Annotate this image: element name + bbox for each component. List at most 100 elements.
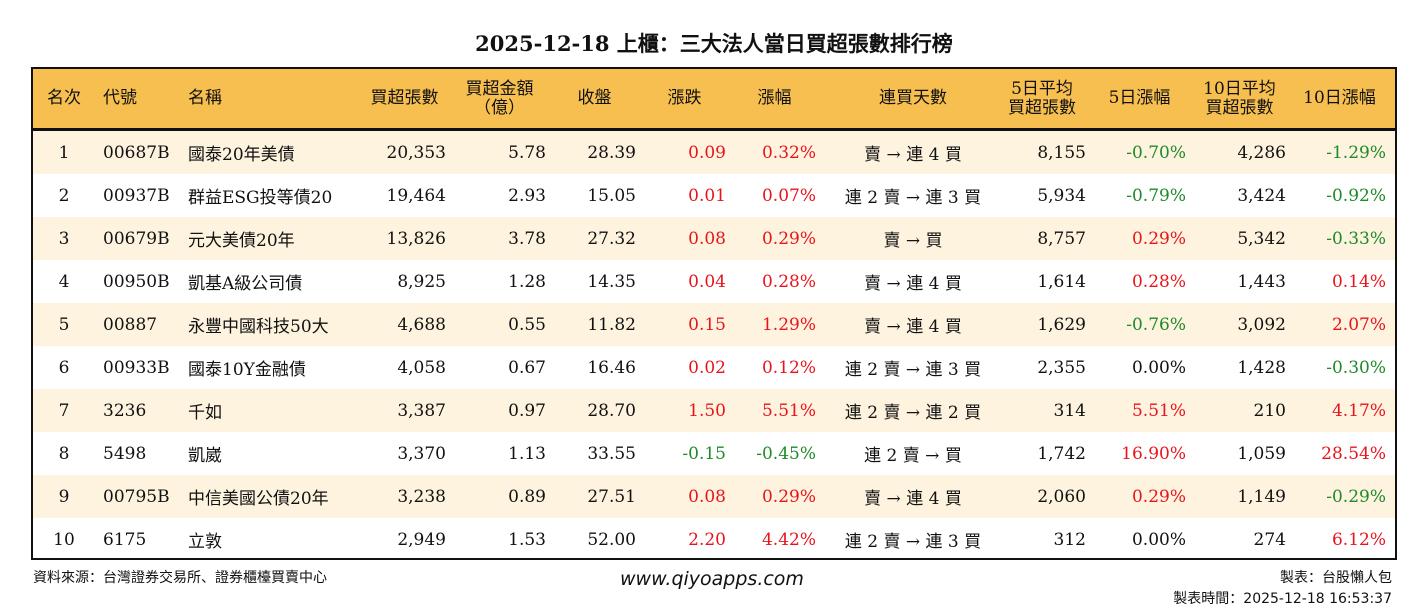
cell-code: 00795B (103, 486, 170, 507)
header-pct5: 5日漲幅 (1108, 88, 1171, 108)
cell-avg10-net-buy: 5,342 (1237, 228, 1286, 249)
cell-code: 00950B (103, 271, 170, 292)
cell-net-buy-amount: 1.53 (508, 529, 546, 550)
table-row: 6 00933B 國泰10Y金融債 4,058 0.67 16.46 0.02 0.12% 連 … (33, 346, 1395, 389)
cell-change-pct: 1.29% (761, 314, 816, 335)
cell-avg10-net-buy: 1,059 (1237, 443, 1286, 464)
cell-change: 1.50 (688, 400, 726, 421)
cell-avg5-net-buy: 1,742 (1037, 443, 1086, 464)
table-row: 9 00795B 中信美國公債20年 3,238 0.89 27.51 0.08 0.29% 賣… (33, 475, 1395, 518)
cell-change-pct: 0.32% (761, 142, 816, 163)
cell-streak: 賣 → 連 4 買 (864, 274, 962, 294)
cell-pct5: -0.76% (1126, 314, 1186, 335)
cell-close: 52.00 (587, 529, 636, 550)
author: 製表：台股懶人包 (1280, 570, 1392, 586)
cell-pct10: 4.17% (1331, 400, 1386, 421)
table-row: 10 6175 立敦 2,949 1.53 52.00 2.20 4.42% 連 2 賣 → 連… (33, 518, 1395, 561)
cell-net-buy-amount: 1.28 (508, 271, 546, 292)
cell-pct10: -0.33% (1326, 228, 1386, 249)
cell-close: 16.46 (587, 357, 636, 378)
cell-close: 28.70 (587, 400, 636, 421)
cell-name: 永豐中國科技50大 (188, 317, 329, 337)
cell-net-buy-lots: 19,464 (386, 185, 446, 206)
cell-name: 群益ESG投等債20 (188, 188, 333, 208)
cell-net-buy-amount: 0.97 (508, 400, 546, 421)
header-change-pct: 漲幅 (757, 88, 792, 108)
cell-streak: 賣 → 連 4 買 (864, 489, 962, 509)
cell-net-buy-amount: 0.55 (508, 314, 546, 335)
cell-pct5: -0.70% (1126, 142, 1186, 163)
cell-pct10: 28.54% (1321, 443, 1386, 464)
cell-code: 3236 (103, 400, 147, 421)
cell-pct10: 6.12% (1331, 529, 1386, 550)
generated-time: 製表時間：2025-12-18 16:53:37 (1173, 591, 1392, 607)
cell-avg10-net-buy: 4,286 (1237, 142, 1286, 163)
cell-streak: 連 2 賣 → 連 3 買 (844, 188, 982, 208)
cell-change-pct: 5.51% (761, 400, 816, 421)
header-close: 收盤 (577, 88, 612, 108)
table-row: 5 00887 永豐中國科技50大 4,688 0.55 11.82 0.15 1.29% 賣 … (33, 303, 1395, 346)
cell-net-buy-amount: 2.93 (508, 185, 546, 206)
cell-rank: 10 (53, 529, 75, 550)
cell-pct5: 0.28% (1131, 271, 1186, 292)
cell-net-buy-lots: 20,353 (386, 142, 446, 163)
cell-net-buy-amount: 3.78 (508, 228, 546, 249)
cell-change-pct: 0.29% (761, 486, 816, 507)
cell-rank: 1 (58, 142, 70, 163)
cell-rank: 4 (58, 271, 70, 292)
cell-net-buy-amount: 0.89 (508, 486, 546, 507)
cell-avg10-net-buy: 3,424 (1237, 185, 1286, 206)
table-body: 1 00687B 國泰20年美債 20,353 5.78 28.39 0.09 0.32% 賣 … (33, 131, 1395, 561)
cell-net-buy-lots: 4,058 (397, 357, 446, 378)
cell-code: 5498 (103, 443, 147, 464)
cell-change-pct: 4.42% (761, 529, 816, 550)
cell-avg5-net-buy: 312 (1053, 529, 1086, 550)
cell-avg5-net-buy: 2,355 (1037, 357, 1086, 378)
table-header: 名次 代號 名稱 買超張數 買超金額 （億） 收盤 漲跌 漲幅 連買天數 5日平均 買超張數 5日漲… (33, 69, 1395, 131)
cell-net-buy-lots: 3,370 (397, 443, 446, 464)
cell-pct5: 5.51% (1131, 400, 1186, 421)
cell-code: 00679B (103, 228, 170, 249)
cell-close: 14.35 (587, 271, 636, 292)
cell-pct10: 0.14% (1331, 271, 1386, 292)
cell-avg10-net-buy: 1,149 (1237, 486, 1286, 507)
cell-avg5-net-buy: 2,060 (1037, 486, 1086, 507)
cell-avg5-net-buy: 5,934 (1037, 185, 1086, 206)
cell-name: 國泰10Y金融債 (188, 360, 306, 380)
cell-avg5-net-buy: 1,614 (1037, 271, 1086, 292)
cell-pct5: -0.79% (1126, 185, 1186, 206)
cell-change: 0.08 (688, 486, 726, 507)
cell-code: 00887 (103, 314, 158, 335)
cell-net-buy-amount: 5.78 (508, 142, 546, 163)
cell-pct10: 2.07% (1331, 314, 1386, 335)
cell-change-pct: -0.45% (756, 443, 816, 464)
cell-change-pct: 0.29% (761, 228, 816, 249)
header-net-buy-amount: 買超金額 （億） (465, 78, 534, 118)
cell-change-pct: 0.07% (761, 185, 816, 206)
cell-net-buy-lots: 13,826 (386, 228, 446, 249)
cell-net-buy-lots: 3,238 (397, 486, 446, 507)
cell-code: 6175 (103, 529, 147, 550)
cell-change: -0.15 (682, 443, 726, 464)
website-link[interactable]: www.qiyoapps.com (620, 568, 804, 590)
cell-close: 33.55 (587, 443, 636, 464)
cell-change-pct: 0.28% (761, 271, 816, 292)
data-source: 資料來源：台灣證券交易所、證券櫃檯買賣中心 (33, 570, 327, 586)
cell-pct5: 0.00% (1131, 357, 1186, 378)
table-row: 3 00679B 元大美債20年 13,826 3.78 27.32 0.08 0.29% 賣 … (33, 217, 1395, 260)
header-net-buy-lots: 買超張數 (370, 88, 439, 108)
header-avg5-net-buy: 5日平均 買超張數 (1008, 78, 1076, 118)
cell-net-buy-lots: 8,925 (397, 271, 446, 292)
header-change: 漲跌 (667, 88, 702, 108)
cell-streak: 賣 → 連 4 買 (864, 145, 962, 165)
header-rank: 名次 (47, 88, 81, 108)
cell-avg5-net-buy: 8,757 (1037, 228, 1086, 249)
cell-close: 15.05 (587, 185, 636, 206)
cell-close: 27.51 (587, 486, 636, 507)
cell-net-buy-amount: 0.67 (508, 357, 546, 378)
cell-avg10-net-buy: 274 (1253, 529, 1286, 550)
header-pct10: 10日漲幅 (1303, 88, 1376, 108)
cell-change: 0.02 (688, 357, 726, 378)
cell-change-pct: 0.12% (761, 357, 816, 378)
cell-streak: 連 2 賣 → 連 2 買 (844, 403, 982, 423)
